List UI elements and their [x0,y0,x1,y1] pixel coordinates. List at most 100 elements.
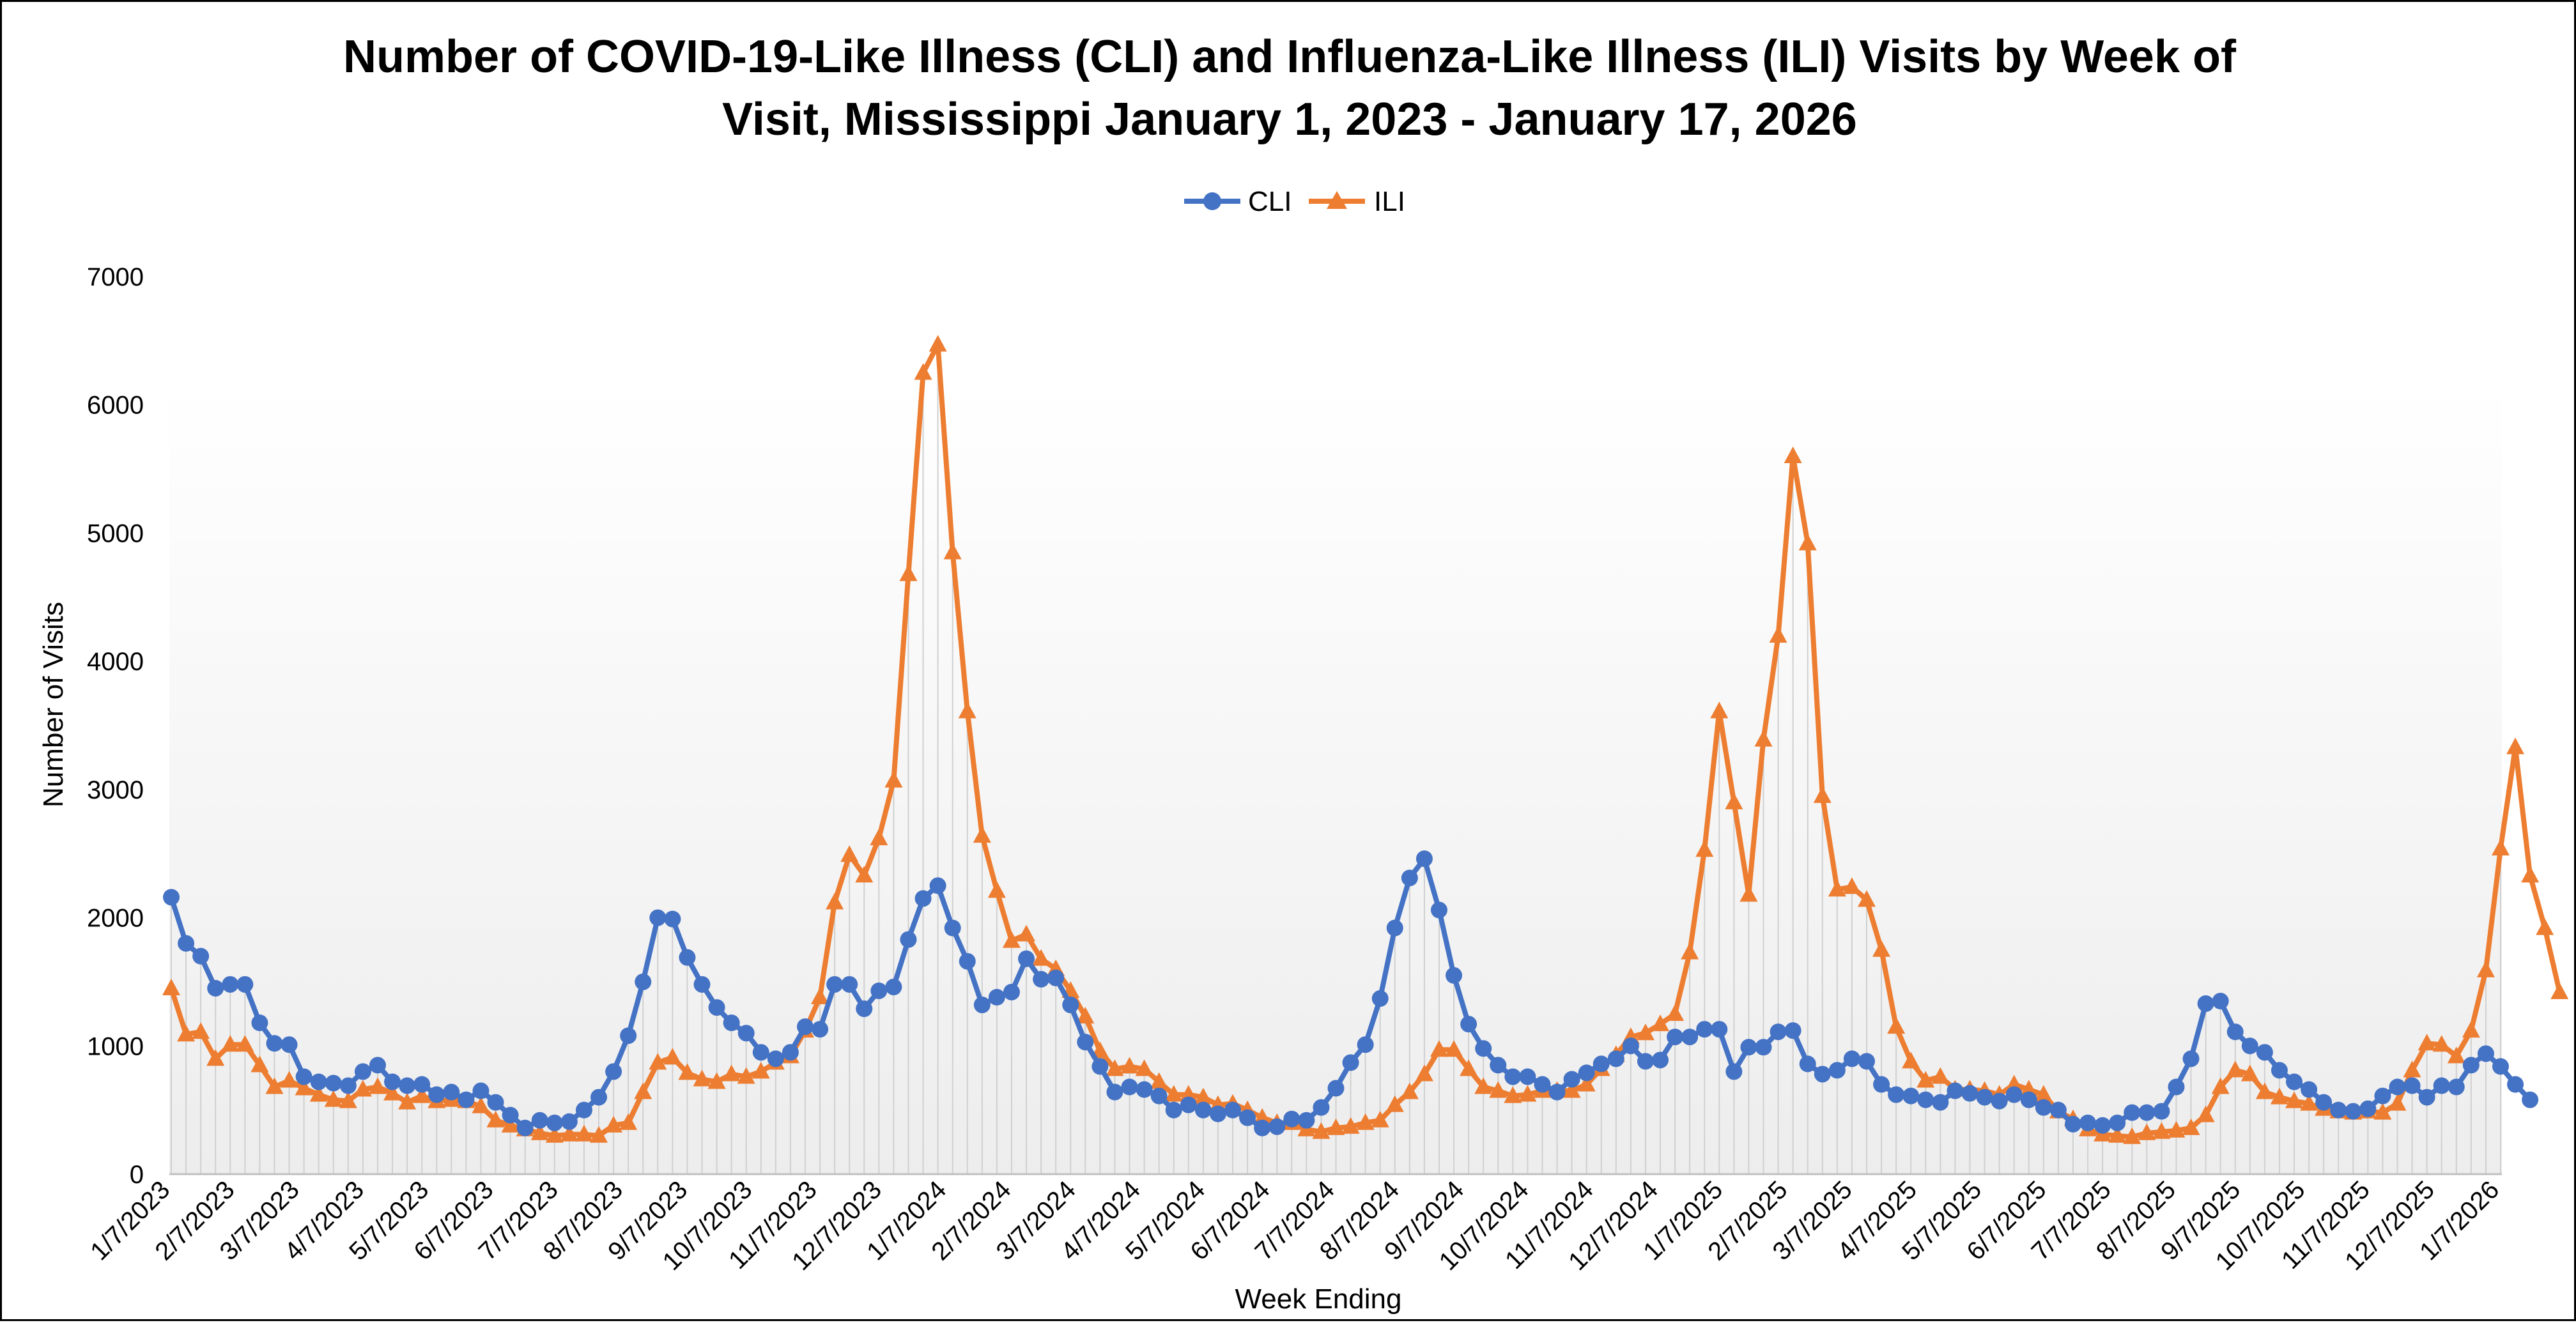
cli-point [2153,1103,2170,1120]
cli-point [737,1025,755,1042]
ili-point [2536,918,2554,935]
ili-point [1091,1041,1109,1059]
cli-point [1121,1078,1138,1096]
cli-point [1534,1076,1551,1093]
cli-point [1637,1053,1654,1070]
cli-point [2492,1058,2509,1075]
cli-point [295,1068,312,1085]
ili-point [958,701,976,719]
ili-point [840,845,859,862]
cli-point [1843,1050,1860,1067]
ili-point [2019,1080,2038,1097]
cli-point [1681,1029,1699,1046]
cli-point [973,997,991,1014]
ili-point [339,1091,357,1108]
cli-point [222,975,239,993]
ili-point [2521,866,2540,883]
cli-point [1755,1039,1772,1056]
cli-point [354,1063,371,1080]
ili-point [1769,626,1787,643]
ili-point [1577,1074,1596,1092]
cli-point [2005,1086,2023,1103]
cli-point [1961,1085,1978,1102]
cli-point [1254,1119,1271,1136]
ili-point [1902,1052,1920,1069]
ili-point [1828,880,1846,897]
ili-point [530,1123,549,1140]
ili-point [1813,786,1832,803]
ili-point [1312,1122,1330,1139]
ili-point [221,1035,240,1052]
ili-point [1356,1113,1375,1130]
cli-point [2168,1078,2185,1096]
ili-point [413,1086,431,1103]
cli-point [1165,1101,1182,1119]
ili-point [1032,949,1051,966]
cli-point [1711,1021,1728,1038]
ili-point [1445,1040,1463,1057]
ili-point [353,1080,372,1097]
cli-point [2109,1114,2126,1131]
ili-point [2123,1127,2141,1144]
ili-point [2403,1060,2421,1078]
cli-point [443,1083,460,1101]
ili-point [1887,1017,1906,1034]
ili-point [811,988,829,1005]
ili-point [236,1035,254,1052]
series-cli [163,850,2539,1136]
ili-point [368,1077,387,1094]
cli-point [2212,993,2229,1010]
cli-point [546,1114,563,1131]
ili-point [1076,1007,1095,1024]
ili-point [192,1022,210,1039]
cli-point [1563,1071,1580,1088]
x-axis-title: Week Ending [1235,1283,1402,1315]
cli-point [236,975,254,993]
y-tick-label: 4000 [87,648,144,676]
cli-point [207,979,224,997]
legend-ili-marker [1327,191,1347,209]
cli-point [192,947,210,965]
cli-point [590,1089,608,1106]
ili-point [398,1092,417,1110]
ili-point [2373,1103,2392,1120]
cli-point [458,1091,475,1108]
cli-point [2448,1078,2465,1096]
ili-point [251,1055,269,1073]
cli-point [605,1063,622,1080]
ili-point [1135,1059,1153,1076]
cli-point [1696,1021,1713,1038]
cli-point [2374,1087,2391,1105]
cli-point [472,1082,490,1099]
cli-point [1003,983,1020,1000]
ili-point [884,770,903,788]
ili-point [1784,447,1802,463]
ili-point [1327,1118,1345,1135]
cli-point [1106,1083,1123,1101]
ili-point [1150,1072,1168,1089]
legend-cli-marker [1203,192,1221,210]
ili-point [1562,1081,1581,1098]
cli-point [679,949,696,966]
ili-point [2167,1120,2186,1138]
ili-point [1651,1014,1670,1032]
x-axis: 1/7/20232/7/20233/7/20234/7/20235/7/2023… [85,1175,2504,1276]
ili-point [501,1115,520,1133]
cli-point [635,973,652,990]
ili-point [1725,792,1743,809]
cli-point [2433,1077,2450,1094]
cli-point [812,1021,829,1038]
cli-point [1917,1091,1934,1108]
cli-point [2507,1076,2524,1093]
ili-point [973,826,991,843]
cli-point [693,975,711,993]
cli-point [649,909,667,926]
ili-point [1385,1095,1404,1112]
plot-area-background [169,379,2502,1174]
y-axis-title: Number of Visits [38,602,69,807]
cli-point [2271,1062,2288,1079]
ili-point [1858,890,1876,907]
ili-point [826,892,844,910]
ili-point [383,1083,402,1101]
